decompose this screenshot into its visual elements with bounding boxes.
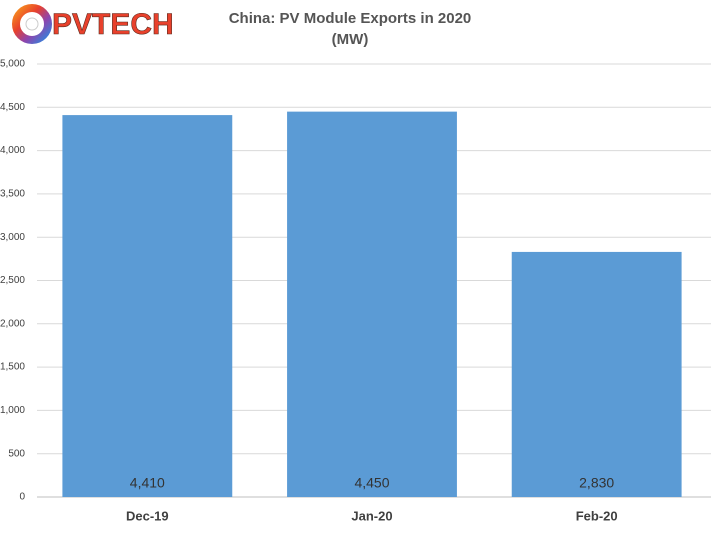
y-tick-label: 3,000 (0, 232, 25, 243)
value-label: 4,450 (354, 475, 389, 491)
logo: PVTECH (12, 4, 174, 44)
x-tick-label: Jan-20 (351, 508, 392, 523)
y-tick-label: 500 (8, 448, 25, 459)
chart-subtitle: (MW) (332, 31, 369, 48)
y-tick-label: 1,500 (0, 362, 25, 373)
y-tick-label: 4,500 (0, 102, 25, 113)
y-tick-label: 0 (19, 492, 25, 503)
value-label: 4,410 (130, 475, 165, 491)
bar (62, 115, 233, 498)
y-tick-label: 4,000 (0, 145, 25, 156)
x-tick-label: Dec-19 (126, 508, 169, 523)
logo-text: PVTECH (52, 8, 174, 41)
y-tick-label: 2,000 (0, 318, 25, 329)
chart-title: China: PV Module Exports in 2020 (229, 10, 472, 27)
logo-icon-center (25, 17, 39, 31)
logo-icon (12, 4, 52, 44)
x-tick-label: Feb-20 (576, 508, 618, 523)
value-label: 2,830 (579, 475, 614, 491)
bar (511, 251, 682, 497)
bar (287, 111, 457, 497)
y-tick-label: 1,000 (0, 405, 25, 416)
y-tick-label: 5,000 (0, 59, 25, 70)
y-tick-label: 3,500 (0, 189, 25, 200)
y-tick-label: 2,500 (0, 275, 25, 286)
